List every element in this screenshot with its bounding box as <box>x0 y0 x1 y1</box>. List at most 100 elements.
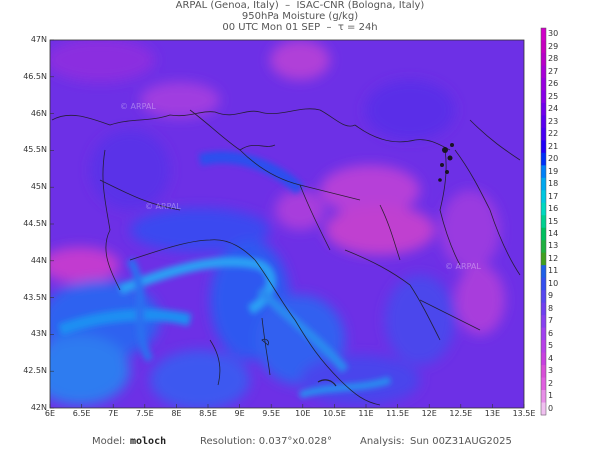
map-title-variable: 950hPa Moisture (g/kg) <box>241 11 359 22</box>
colorbar-swatch <box>541 77 546 91</box>
lon-tick-label: 8E <box>171 409 182 418</box>
axis-ticks <box>49 39 525 409</box>
lat-tick-label: 46.5N <box>23 71 47 81</box>
colorbar-label: 11 <box>548 266 559 276</box>
model-label: Model: <box>92 436 126 447</box>
colorbar-swatch <box>541 302 546 316</box>
colorbar-frame <box>540 27 547 416</box>
colorbar-swatch <box>541 265 546 279</box>
colorbar-swatch <box>541 327 546 341</box>
colorbar-label: 19 <box>548 166 559 176</box>
colorbar-swatch <box>541 290 546 304</box>
colorbar-label: 16 <box>548 204 559 214</box>
colorbar-label: 29 <box>548 41 559 51</box>
colorbar-swatch <box>541 115 546 129</box>
lagoon-marks <box>438 143 454 182</box>
watermark: © ARPAL <box>445 262 481 271</box>
colorbar-swatch <box>541 340 546 354</box>
lon-tick-label: 10E <box>295 409 311 418</box>
lon-tick-label: 7.5E <box>135 409 154 418</box>
lat-tick-label: 44.5N <box>23 219 47 228</box>
colorbar-label: 7 <box>548 316 554 326</box>
colorbar-swatch <box>541 102 546 116</box>
moisture-field <box>50 40 524 408</box>
colorbar-swatch <box>541 240 546 254</box>
colorbar-swatch <box>541 40 546 54</box>
colorbar-label: 27 <box>548 66 559 76</box>
coastlines <box>51 108 521 406</box>
colorbar-swatch <box>541 52 546 66</box>
colorbar-swatch <box>541 215 546 229</box>
colorbar-label: 3 <box>548 366 554 376</box>
watermark: © ARPAL <box>145 202 181 211</box>
colorbar-label: 4 <box>548 353 554 363</box>
colorbar-swatch <box>541 177 546 191</box>
colorbar-swatch <box>541 390 546 404</box>
colorbar-label: 23 <box>548 116 559 126</box>
map-title-line1: ARPAL (Genoa, Italy) – ISAC-CNR (Bologna… <box>175 0 425 11</box>
analysis-value: Sun 00Z31AUG2025 <box>410 436 512 447</box>
lat-tick-label: 45.5N <box>23 145 47 155</box>
colorbar-label: 10 <box>548 278 559 288</box>
lon-tick-label: 6E <box>44 409 56 418</box>
map-title-time: 00 UTC Mon 01 SEP – τ = 24h <box>222 22 378 33</box>
lon-tick-label: 9.5E <box>262 409 281 418</box>
lon-tick-label: 7E <box>108 409 119 418</box>
lat-tick-label: 42N <box>30 403 47 412</box>
lat-tick-label: 43N <box>30 329 47 339</box>
lat-tick-label: 46N <box>30 108 47 118</box>
colorbar-label: 28 <box>548 54 559 64</box>
lat-tick-label: 45N <box>30 182 47 192</box>
colorbar-label: 8 <box>548 303 554 313</box>
colorbar-label: 2 <box>548 378 554 388</box>
lon-tick-label: 8.5E <box>199 409 217 418</box>
colorbar-swatch <box>541 152 546 166</box>
colorbar-label: 5 <box>548 341 554 351</box>
lon-tick-label: 11E <box>358 409 374 418</box>
colorbar-swatch <box>541 65 546 79</box>
colorbar-label: 20 <box>548 154 559 164</box>
colorbar-label: 30 <box>548 29 559 39</box>
lon-tick-label: 12E <box>421 409 437 418</box>
lon-tick-label: 11.5E <box>386 409 410 418</box>
colorbar-swatch <box>541 140 546 154</box>
colorbar-label: 0 <box>548 403 554 413</box>
colorbar-swatch <box>541 402 546 416</box>
lon-tick-label: 12.5E <box>449 409 473 418</box>
colorbar-label: 12 <box>548 253 559 263</box>
colorbar-swatch <box>541 28 546 41</box>
colorbar-swatch <box>541 252 546 266</box>
colorbar-label: 24 <box>548 104 559 114</box>
colorbar-swatch <box>541 127 546 141</box>
colorbar-label: 14 <box>548 228 559 238</box>
colorbar-swatch <box>541 352 546 366</box>
lon-tick-label: 13E <box>484 409 500 418</box>
colorbar-label: 6 <box>548 328 554 338</box>
lon-tick-label: 13.5E <box>512 409 536 418</box>
colorbar-swatch <box>541 190 546 204</box>
colorbar-swatch <box>541 377 546 391</box>
lon-tick-label: 6.5E <box>72 409 91 418</box>
colorbar-swatch <box>541 90 546 104</box>
colorbar-label: 17 <box>548 191 559 201</box>
colorbar <box>540 27 547 416</box>
colorbar-label: 1 <box>548 391 554 401</box>
colorbar-label: 15 <box>548 216 559 226</box>
colorbar-swatch <box>541 165 546 179</box>
lon-tick-label: 10.5E <box>322 409 346 418</box>
colorbar-label: 13 <box>548 241 559 251</box>
colorbar-swatch <box>541 365 546 379</box>
colorbar-label: 22 <box>548 129 559 139</box>
lon-tick-label: 9E <box>234 409 245 418</box>
colorbar-label: 9 <box>548 291 554 301</box>
colorbar-swatch <box>541 227 546 241</box>
watermark: © ARPAL <box>120 102 156 111</box>
colorbar-swatch <box>541 277 546 291</box>
colorbar-label: 26 <box>548 79 559 89</box>
colorbar-swatch <box>541 202 546 216</box>
colorbar-label: 21 <box>548 141 559 151</box>
lat-tick-label: 47N <box>30 35 47 44</box>
lat-tick-label: 43.5N <box>23 292 47 302</box>
